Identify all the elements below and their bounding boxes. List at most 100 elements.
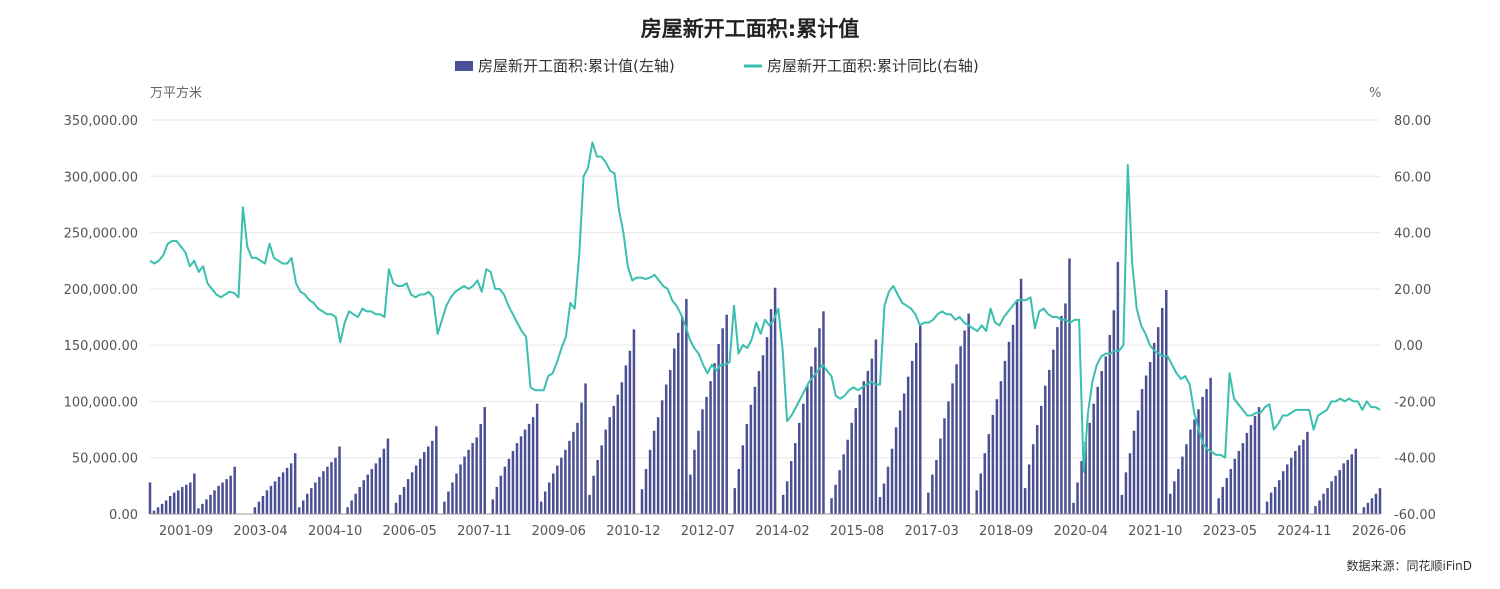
- bar: [935, 459, 938, 514]
- bar: [1165, 289, 1168, 514]
- bar: [910, 360, 914, 514]
- bar: [1334, 475, 1337, 514]
- bar: [410, 472, 414, 514]
- bar: [302, 500, 305, 514]
- bar: [354, 493, 357, 514]
- bar: [624, 365, 628, 514]
- bar: [552, 473, 555, 514]
- bar: [644, 468, 648, 514]
- bar: [745, 423, 749, 514]
- bar: [1233, 458, 1237, 514]
- x-tick-label: 2023-05: [1203, 524, 1257, 539]
- left-y-tick: 0.00: [109, 508, 138, 523]
- bar: [447, 491, 450, 514]
- bar: [386, 438, 390, 514]
- bar: [846, 439, 849, 514]
- right-y-tick: -20.00: [1394, 395, 1436, 410]
- bar: [1144, 375, 1148, 514]
- bar: [814, 347, 817, 514]
- bar: [556, 465, 559, 514]
- bar: [548, 482, 551, 514]
- bar: [685, 298, 688, 514]
- bar: [330, 462, 333, 514]
- bar: [1060, 315, 1063, 514]
- bar: [172, 492, 176, 514]
- bar: [1277, 480, 1281, 514]
- bar: [253, 507, 257, 514]
- bar: [1298, 445, 1301, 514]
- bar: [612, 405, 616, 514]
- bar: [1116, 261, 1120, 514]
- x-tick-label: 2001-09: [159, 524, 213, 539]
- bar: [406, 479, 410, 514]
- bar: [890, 448, 894, 514]
- bar: [701, 409, 704, 514]
- legend[interactable]: 房屋新开工面积:累计值(左轴) 房屋新开工面积:累计同比(右轴): [455, 57, 979, 75]
- bar: [326, 466, 329, 514]
- bar: [620, 382, 624, 514]
- left-y-tick: 150,000.00: [64, 339, 138, 354]
- bar: [503, 466, 507, 514]
- bar: [233, 466, 236, 514]
- bar: [277, 476, 281, 514]
- bar: [527, 423, 531, 514]
- bar: [491, 499, 495, 514]
- bar: [285, 467, 289, 514]
- bar: [1031, 444, 1035, 514]
- bar: [1015, 301, 1019, 514]
- bar: [842, 454, 845, 514]
- left-y-tick: 250,000.00: [64, 227, 138, 242]
- bar: [515, 443, 519, 514]
- bar: [269, 485, 273, 514]
- bar: [693, 449, 696, 514]
- bar: [789, 461, 793, 514]
- bar: [1185, 444, 1188, 514]
- bar: [1290, 457, 1293, 514]
- bar: [785, 481, 789, 514]
- bar: [539, 501, 543, 514]
- bar: [1249, 425, 1253, 514]
- bar: [652, 430, 656, 514]
- bar: [773, 287, 777, 514]
- bar: [1128, 453, 1132, 514]
- bar: [568, 440, 571, 514]
- bar: [463, 456, 466, 514]
- bar: [927, 492, 930, 514]
- bar: [906, 376, 910, 514]
- bar: [519, 436, 523, 514]
- x-tick-label: 2003-04: [233, 524, 287, 539]
- bar: [878, 497, 882, 514]
- bar: [1221, 486, 1224, 514]
- bar: [1052, 349, 1055, 514]
- bar: [1253, 416, 1257, 514]
- bar: [511, 450, 515, 514]
- bar: [1100, 371, 1103, 514]
- bar: [572, 431, 575, 514]
- bar: [1160, 307, 1164, 514]
- bar: [697, 430, 700, 514]
- bar: [1229, 468, 1233, 514]
- x-tick-label: 2014-02: [755, 524, 809, 539]
- bar: [293, 453, 297, 514]
- bar: [862, 381, 866, 514]
- bar: [963, 330, 966, 514]
- bar: [1374, 493, 1378, 514]
- bar: [628, 350, 632, 514]
- bar: [1040, 405, 1043, 514]
- right-y-tick: -40.00: [1394, 452, 1436, 467]
- bar: [1124, 472, 1128, 514]
- bar: [209, 494, 212, 514]
- bar: [1108, 335, 1112, 514]
- bar: [281, 472, 285, 514]
- bar: [1354, 448, 1358, 514]
- bar: [257, 501, 261, 514]
- bar: [1173, 481, 1176, 514]
- bar: [874, 339, 878, 514]
- bar: [596, 459, 599, 514]
- bar: [322, 471, 325, 514]
- bar: [531, 417, 535, 514]
- x-tick-label: 2017-03: [904, 524, 958, 539]
- right-axis-unit: %: [1369, 86, 1381, 101]
- bar: [1152, 342, 1156, 514]
